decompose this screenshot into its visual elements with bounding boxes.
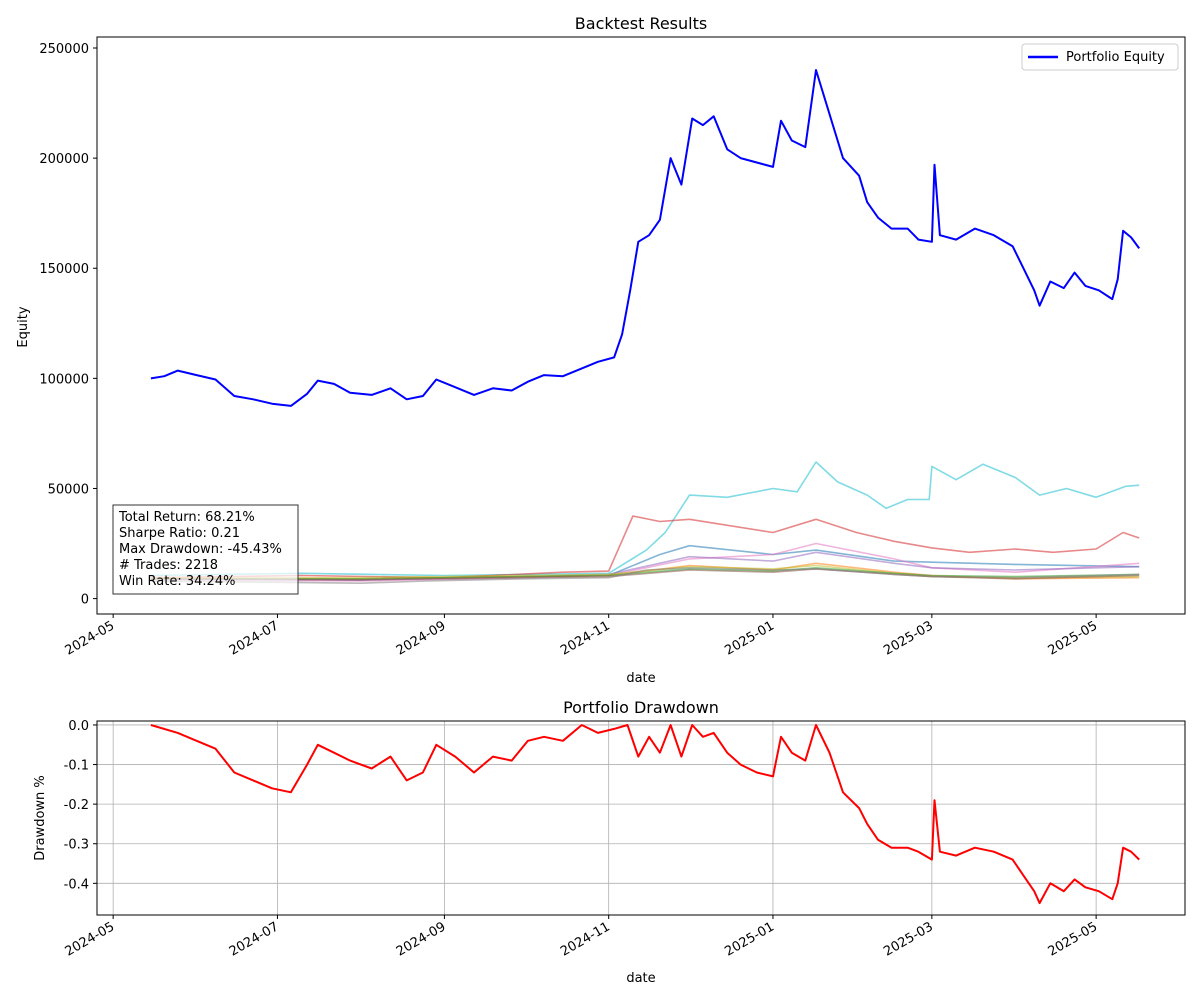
equity-series-line-2 bbox=[150, 515, 1140, 579]
drawdown-axes-frame bbox=[96, 720, 1186, 916]
y-tick-label: -0.1 bbox=[64, 759, 89, 774]
stats-win-rate: Win Rate: 34.24% bbox=[119, 574, 235, 589]
y-tick-label: 150000 bbox=[39, 262, 89, 277]
equity-chart-title: Backtest Results bbox=[575, 14, 707, 33]
equity-series-line-0 bbox=[150, 69, 1141, 407]
drawdown-y-ticks: 0.0 -0.1 -0.2 -0.3 -0.4 bbox=[64, 719, 97, 892]
equity-series-line-1 bbox=[150, 461, 1140, 577]
stats-total-return: Total Return: 68.21% bbox=[118, 510, 255, 525]
y-tick-label: -0.4 bbox=[64, 877, 89, 892]
legend-label-portfolio-equity: Portfolio Equity bbox=[1066, 50, 1165, 65]
drawdown-series-group bbox=[150, 724, 1140, 905]
equity-series-group bbox=[150, 69, 1141, 585]
y-tick-label: 200000 bbox=[39, 152, 89, 167]
y-tick-label: -0.2 bbox=[64, 798, 89, 813]
stats-max-drawdown: Max Drawdown: -45.43% bbox=[119, 542, 282, 557]
stats-trade-count: # Trades: 2218 bbox=[119, 558, 218, 573]
y-tick-label: 0.0 bbox=[68, 719, 89, 734]
y-tick-label: 50000 bbox=[48, 482, 89, 497]
equity-legend: Portfolio Equity bbox=[1021, 43, 1179, 71]
legend-frame bbox=[1021, 43, 1179, 71]
equity-series-line-8 bbox=[150, 566, 1140, 580]
equity-y-ticks: 0 50000 100000 150000 200000 250000 bbox=[39, 42, 97, 608]
equity-x-axis-label: date bbox=[626, 671, 655, 686]
stats-sharpe-ratio: Sharpe Ratio: 0.21 bbox=[119, 526, 240, 541]
stats-box: Total Return: 68.21% Sharpe Ratio: 0.21 … bbox=[112, 504, 299, 595]
y-tick-label: 250000 bbox=[39, 42, 89, 57]
drawdown-series-line-0 bbox=[150, 724, 1140, 905]
equity-y-axis-label: Equity bbox=[16, 306, 31, 347]
drawdown-x-axis-label: date bbox=[626, 971, 655, 986]
stats-box-frame bbox=[112, 504, 299, 595]
equity-series-line-10 bbox=[150, 566, 1140, 585]
drawdown-chart-title: Portfolio Drawdown bbox=[563, 698, 719, 717]
y-tick-label: -0.3 bbox=[64, 838, 89, 853]
equity-axes-frame bbox=[96, 36, 1186, 615]
y-tick-label: 0 bbox=[81, 593, 89, 608]
drawdown-grid bbox=[97, 721, 1185, 915]
y-tick-label: 100000 bbox=[39, 372, 89, 387]
drawdown-y-axis-label: Drawdown % bbox=[33, 775, 48, 861]
